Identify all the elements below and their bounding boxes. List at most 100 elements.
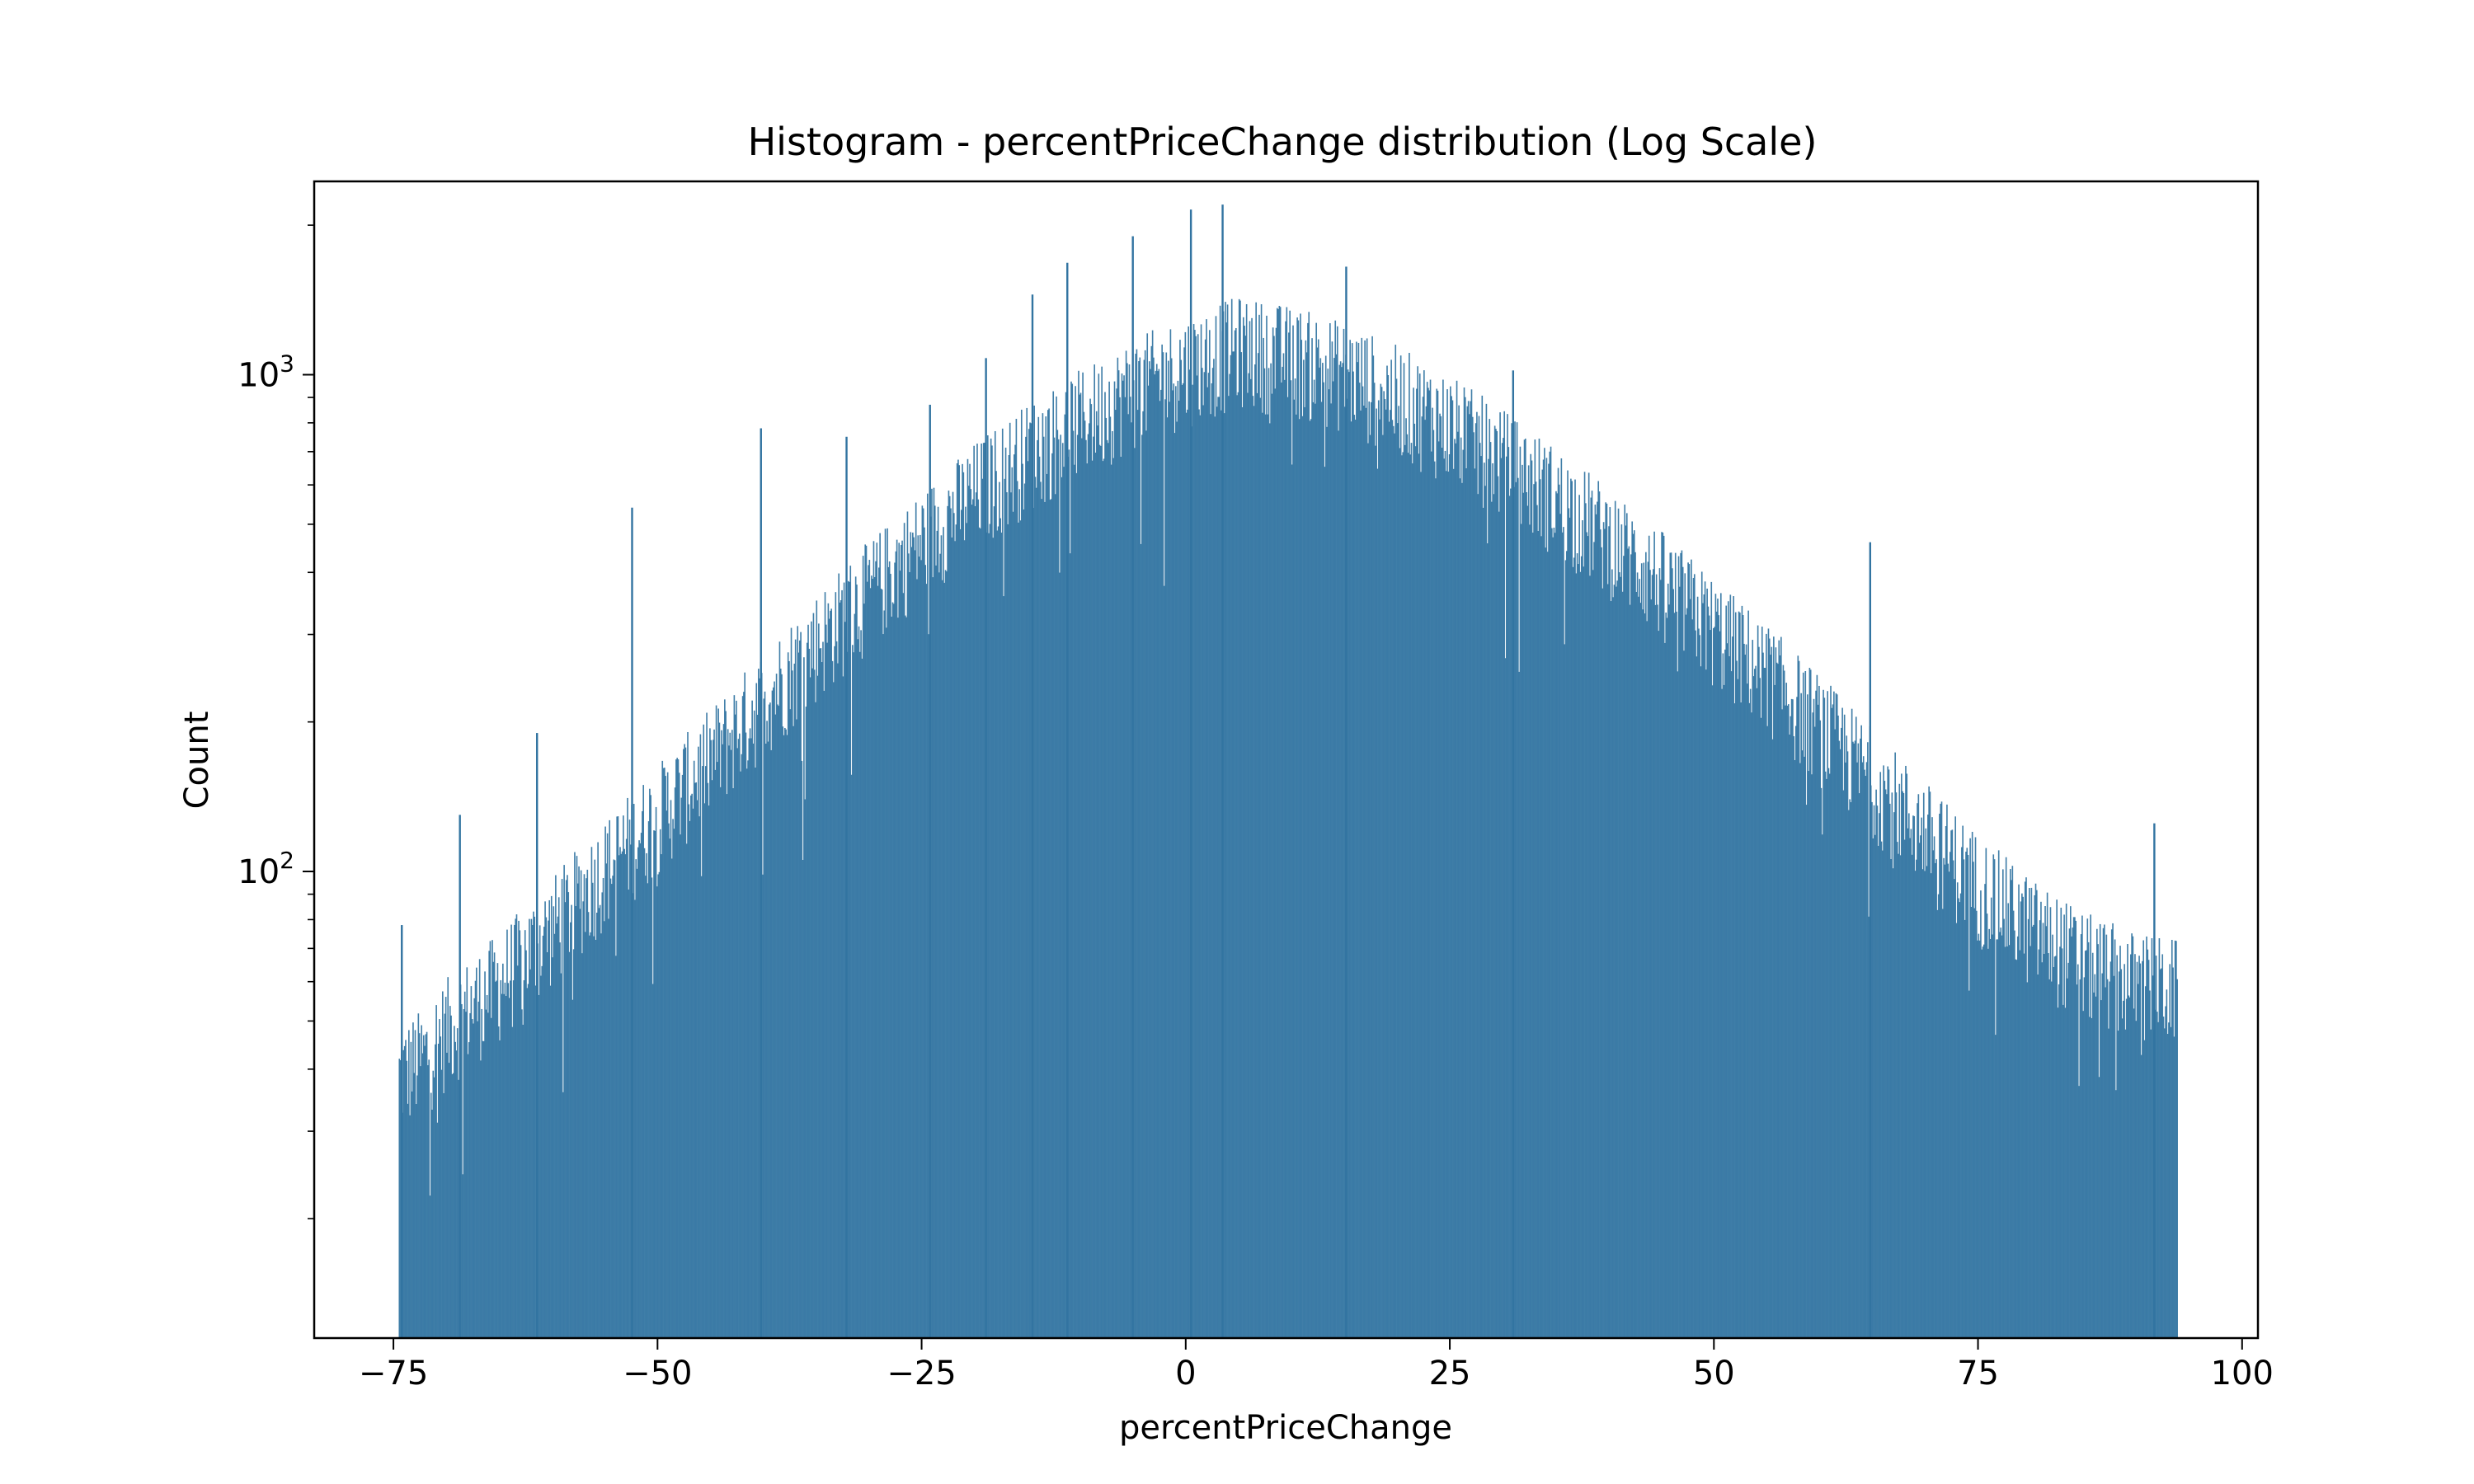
histogram-bar xyxy=(1501,443,1503,1338)
histogram-bar xyxy=(2024,881,2026,1338)
histogram-bar xyxy=(1505,456,1507,1339)
histogram-bar xyxy=(745,768,748,1338)
histogram-bar xyxy=(1997,850,2000,1338)
histogram-bar xyxy=(1264,414,1267,1338)
histogram-bar xyxy=(2120,969,2123,1338)
histogram-bar xyxy=(582,901,584,1338)
histogram-bar xyxy=(2034,895,2036,1338)
histogram-bar xyxy=(452,1073,454,1338)
histogram-bar xyxy=(1611,569,1613,1338)
histogram-bar xyxy=(1451,396,1452,1339)
histogram-bar xyxy=(1706,588,1708,1338)
histogram-bar xyxy=(1984,884,1986,1338)
histogram-bar xyxy=(702,766,703,1338)
histogram-bar xyxy=(1179,340,1181,1338)
histogram-bar xyxy=(496,963,499,1338)
histogram-bar xyxy=(1463,387,1465,1338)
histogram-bar xyxy=(525,950,527,1338)
histogram-bar xyxy=(1114,410,1117,1338)
histogram-bar xyxy=(1088,423,1090,1338)
histogram-bar xyxy=(1485,403,1488,1339)
histogram-bar xyxy=(2014,930,2015,1338)
histogram-bar xyxy=(1305,340,1307,1339)
histogram-bar xyxy=(1561,532,1564,1338)
histogram-bar xyxy=(463,991,466,1338)
histogram-bar xyxy=(946,571,948,1338)
histogram-bar xyxy=(752,743,755,1338)
histogram-bar xyxy=(1948,871,1950,1338)
histogram-bar xyxy=(868,560,871,1338)
histogram-bar xyxy=(1195,336,1197,1339)
histogram-bar xyxy=(782,726,784,1338)
histogram-bar xyxy=(1428,390,1431,1338)
histogram-bar xyxy=(1563,527,1564,1338)
histogram-bar xyxy=(960,510,962,1338)
histogram-bar xyxy=(1054,494,1056,1338)
histogram-bar xyxy=(421,1025,423,1338)
histogram-bar xyxy=(849,566,852,1338)
histogram-bar xyxy=(1065,392,1067,1338)
histogram-bar xyxy=(662,768,665,1338)
histogram-bar xyxy=(1356,341,1357,1338)
histogram-bar xyxy=(1377,400,1380,1339)
histogram-bar xyxy=(806,642,808,1338)
histogram-bar xyxy=(862,556,864,1338)
histogram-bar xyxy=(797,626,799,1338)
histogram-bar xyxy=(1813,726,1816,1338)
histogram-bar xyxy=(639,843,642,1338)
histogram-bar xyxy=(672,819,674,1338)
histogram-bar xyxy=(1330,403,1332,1338)
histogram-bar xyxy=(1968,990,1970,1338)
histogram-bar xyxy=(1451,400,1454,1338)
histogram-bar xyxy=(1126,363,1128,1339)
histogram-bar xyxy=(800,632,802,1338)
histogram-bar xyxy=(518,920,520,1338)
histogram-bar xyxy=(1075,472,1078,1338)
histogram-bar xyxy=(561,879,563,1338)
histogram-bar xyxy=(534,916,536,1338)
histogram-bar xyxy=(1432,407,1433,1339)
histogram-bar xyxy=(1747,610,1749,1338)
histogram-bar xyxy=(962,472,965,1338)
histogram-bar xyxy=(778,641,781,1338)
histogram-bar xyxy=(959,528,962,1338)
histogram-bar xyxy=(2000,928,2002,1338)
histogram-bar xyxy=(628,819,631,1338)
histogram-bar xyxy=(1406,434,1409,1338)
histogram-bar xyxy=(1852,741,1854,1338)
histogram-bar xyxy=(931,488,933,1338)
histogram-bar xyxy=(905,615,906,1338)
histogram-bar xyxy=(1417,366,1418,1338)
histogram-bar xyxy=(2109,981,2111,1338)
histogram-bar xyxy=(988,533,990,1338)
histogram-bar xyxy=(1004,447,1007,1339)
histogram-bar xyxy=(1192,324,1195,1338)
histogram-bar xyxy=(2150,1029,2152,1338)
histogram-bar xyxy=(1865,762,1868,1338)
histogram-bar xyxy=(804,799,806,1338)
histogram-bar xyxy=(1987,948,1989,1338)
histogram-bar xyxy=(1910,829,1912,1338)
histogram-bar xyxy=(1001,428,1004,1338)
histogram-bar xyxy=(884,528,887,1338)
histogram-bar xyxy=(1413,423,1416,1339)
histogram-bar xyxy=(1841,707,1843,1338)
histogram-bar xyxy=(1892,868,1894,1338)
histogram-bar xyxy=(1799,763,1801,1338)
histogram-bar xyxy=(1382,434,1384,1338)
histogram-bar xyxy=(834,646,835,1338)
histogram-bar xyxy=(691,793,693,1338)
histogram-bar xyxy=(546,951,548,1338)
histogram-bar xyxy=(1361,337,1363,1338)
histogram-bar xyxy=(1384,399,1386,1338)
histogram-bar xyxy=(1954,816,1956,1338)
histogram-bar xyxy=(1755,665,1757,1338)
histogram-bar xyxy=(1662,532,1664,1338)
histogram-bar xyxy=(656,886,658,1338)
histogram-bar xyxy=(664,768,666,1338)
histogram-bar xyxy=(1677,556,1680,1338)
histogram-bar xyxy=(900,545,902,1338)
histogram-bar xyxy=(1027,461,1029,1338)
histogram-bar xyxy=(1240,352,1243,1339)
histogram-bar xyxy=(1691,559,1692,1338)
